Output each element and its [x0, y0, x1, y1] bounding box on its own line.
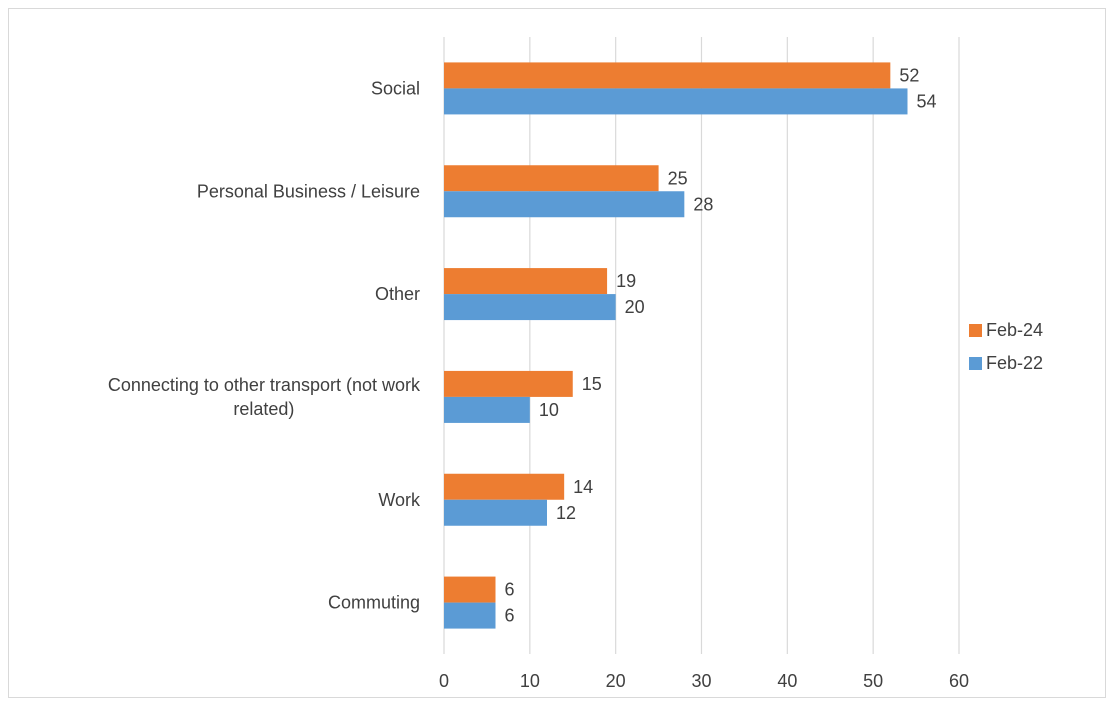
legend: Feb-24 Feb-22 [969, 320, 1043, 373]
chart-frame: 52 54 25 28 19 20 15 10 14 12 6 6 Social Personal Bu… [8, 8, 1106, 698]
category-label: Connecting to other transport (not work [108, 375, 421, 395]
data-label: 6 [505, 580, 515, 600]
category-label: Social [371, 78, 420, 98]
legend-swatch [969, 357, 982, 370]
bar [444, 268, 608, 295]
bar [444, 499, 547, 526]
data-label: 6 [505, 606, 515, 626]
category-label: Work [378, 490, 421, 510]
gridlines [443, 37, 960, 654]
category-label: Other [375, 284, 420, 304]
data-label: 52 [899, 65, 919, 85]
category-label: related) [233, 399, 294, 419]
legend-label: Feb-22 [986, 353, 1043, 373]
data-label: 54 [917, 91, 937, 111]
data-label: 25 [668, 168, 688, 188]
legend-label: Feb-24 [986, 320, 1043, 340]
category-label: Commuting [328, 593, 420, 613]
x-tick-label: 60 [949, 671, 969, 691]
x-axis-ticks: 0 10 20 30 40 50 60 [439, 671, 969, 691]
bar [444, 191, 685, 218]
category-labels: Social Personal Business / Leisure Other Co… [108, 78, 421, 612]
x-tick-label: 30 [691, 671, 711, 691]
bar [444, 294, 616, 321]
data-label: 14 [573, 477, 593, 497]
category-label: Personal Business / Leisure [197, 181, 420, 201]
x-tick-label: 40 [777, 671, 797, 691]
data-label: 15 [582, 374, 602, 394]
bar [444, 473, 565, 500]
bar [444, 370, 573, 397]
data-label: 10 [539, 400, 559, 420]
bar [444, 62, 891, 89]
bar [444, 576, 496, 603]
bar [444, 88, 908, 115]
data-label: 28 [693, 194, 713, 214]
x-tick-label: 10 [520, 671, 540, 691]
x-tick-label: 0 [439, 671, 449, 691]
data-label: 19 [616, 271, 636, 291]
bar [444, 396, 530, 423]
bar [444, 165, 659, 192]
data-label: 12 [556, 503, 576, 523]
bar [444, 602, 496, 629]
bars [444, 62, 908, 629]
legend-swatch [969, 324, 982, 337]
data-label: 20 [625, 297, 645, 317]
x-tick-label: 50 [863, 671, 883, 691]
x-tick-label: 20 [606, 671, 626, 691]
